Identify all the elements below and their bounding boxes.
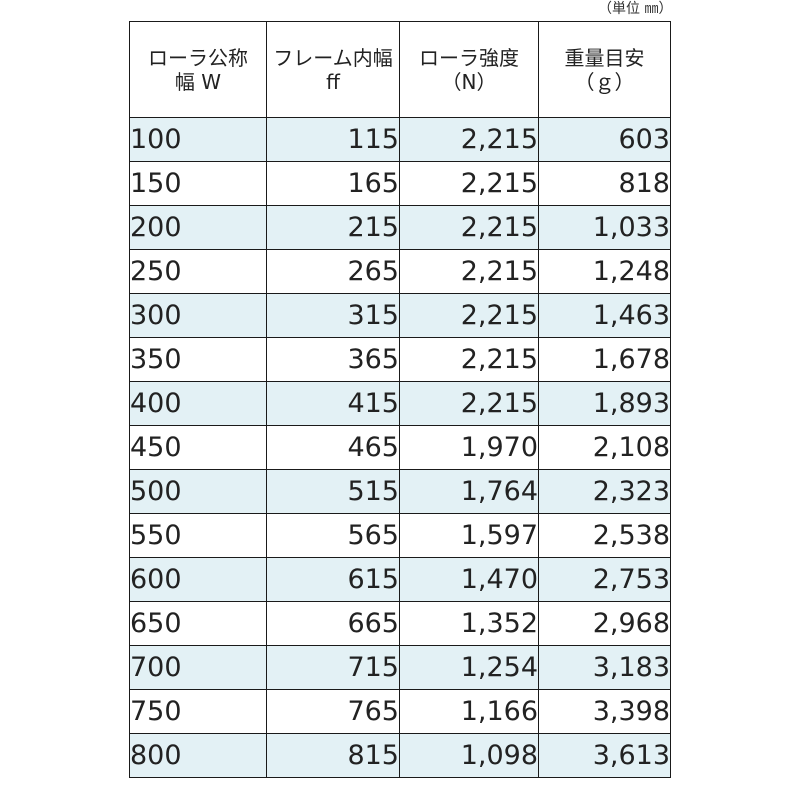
table-row: 100 115 2,215 603 [129, 117, 671, 162]
table-row: 150 165 2,215 818 [129, 161, 671, 206]
cell-frame-inner-width: 765 [266, 689, 400, 734]
cell-frame-inner-width: 715 [266, 645, 400, 690]
cell-weight-estimate: 3,183 [538, 645, 671, 690]
cell-roller-strength: 2,215 [399, 205, 539, 250]
table-row: 600 615 1,470 2,753 [129, 557, 671, 602]
cell-frame-inner-width: 415 [266, 381, 400, 426]
cell-weight-estimate: 1,893 [538, 381, 671, 426]
cell-nominal-width: 150 [129, 161, 267, 206]
header-frame-inner-width: フレーム内幅 ff [266, 21, 400, 118]
cell-nominal-width: 200 [129, 205, 267, 250]
cell-nominal-width: 300 [129, 293, 267, 338]
header-line: （N） [441, 69, 497, 94]
header-line: 幅 W [174, 69, 222, 94]
cell-weight-estimate: 2,968 [538, 601, 671, 646]
unit-note: （単位 ㎜） [598, 1, 673, 17]
cell-weight-estimate: 2,323 [538, 469, 671, 514]
cell-nominal-width: 350 [129, 337, 267, 382]
cell-frame-inner-width: 465 [266, 425, 400, 470]
cell-roller-strength: 1,970 [399, 425, 539, 470]
cell-roller-strength: 1,764 [399, 469, 539, 514]
spec-table: ローラ公称 幅 W フレーム内幅 ff ローラ強度 （N） 重量目安 （ｇ） 1… [129, 21, 671, 778]
header-line: 重量目安 [564, 45, 645, 70]
table-header: ローラ公称 幅 W フレーム内幅 ff ローラ強度 （N） 重量目安 （ｇ） [129, 21, 671, 118]
cell-frame-inner-width: 615 [266, 557, 400, 602]
cell-frame-inner-width: 215 [266, 205, 400, 250]
cell-roller-strength: 2,215 [399, 337, 539, 382]
cell-frame-inner-width: 115 [266, 117, 400, 162]
cell-frame-inner-width: 265 [266, 249, 400, 294]
cell-weight-estimate: 2,538 [538, 513, 671, 558]
header-line: ff [326, 69, 340, 94]
cell-frame-inner-width: 665 [266, 601, 400, 646]
cell-roller-strength: 1,098 [399, 733, 539, 778]
table-row: 750 765 1,166 3,398 [129, 689, 671, 734]
cell-weight-estimate: 1,678 [538, 337, 671, 382]
cell-weight-estimate: 2,108 [538, 425, 671, 470]
cell-roller-strength: 1,597 [399, 513, 539, 558]
header-weight-estimate: 重量目安 （ｇ） [538, 21, 671, 118]
cell-nominal-width: 100 [129, 117, 267, 162]
table-row: 500 515 1,764 2,323 [129, 469, 671, 514]
table-row: 450 465 1,970 2,108 [129, 425, 671, 470]
cell-frame-inner-width: 165 [266, 161, 400, 206]
table-row: 550 565 1,597 2,538 [129, 513, 671, 558]
header-line: ローラ公称 [148, 45, 248, 70]
cell-roller-strength: 2,215 [399, 161, 539, 206]
cell-nominal-width: 700 [129, 645, 267, 690]
header-row: ローラ公称 幅 W フレーム内幅 ff ローラ強度 （N） 重量目安 （ｇ） [129, 21, 671, 118]
table-row: 350 365 2,215 1,678 [129, 337, 671, 382]
cell-nominal-width: 750 [129, 689, 267, 734]
table-row: 700 715 1,254 3,183 [129, 645, 671, 690]
header-roller-strength: ローラ強度 （N） [399, 21, 539, 118]
table-row: 250 265 2,215 1,248 [129, 249, 671, 294]
cell-roller-strength: 2,215 [399, 117, 539, 162]
cell-roller-strength: 2,215 [399, 381, 539, 426]
header-line: （ｇ） [574, 69, 635, 94]
table-row: 650 665 1,352 2,968 [129, 601, 671, 646]
table-row: 300 315 2,215 1,463 [129, 293, 671, 338]
cell-roller-strength: 2,215 [399, 249, 539, 294]
cell-nominal-width: 450 [129, 425, 267, 470]
cell-frame-inner-width: 315 [266, 293, 400, 338]
cell-frame-inner-width: 515 [266, 469, 400, 514]
cell-roller-strength: 2,215 [399, 293, 539, 338]
cell-roller-strength: 1,254 [399, 645, 539, 690]
cell-nominal-width: 400 [129, 381, 267, 426]
cell-weight-estimate: 3,398 [538, 689, 671, 734]
cell-frame-inner-width: 815 [266, 733, 400, 778]
cell-roller-strength: 1,352 [399, 601, 539, 646]
cell-nominal-width: 800 [129, 733, 267, 778]
cell-weight-estimate: 818 [538, 161, 671, 206]
cell-nominal-width: 500 [129, 469, 267, 514]
table-row: 200 215 2,215 1,033 [129, 205, 671, 250]
cell-weight-estimate: 603 [538, 117, 671, 162]
table-row: 400 415 2,215 1,893 [129, 381, 671, 426]
cell-weight-estimate: 1,248 [538, 249, 671, 294]
cell-frame-inner-width: 565 [266, 513, 400, 558]
cell-roller-strength: 1,166 [399, 689, 539, 734]
cell-nominal-width: 550 [129, 513, 267, 558]
header-line: フレーム内幅 [273, 45, 393, 70]
cell-weight-estimate: 1,033 [538, 205, 671, 250]
header-nominal-width: ローラ公称 幅 W [129, 21, 267, 118]
table-body: 100 115 2,215 603 150 165 2,215 818 200 215 2,215 1… [129, 117, 671, 778]
cell-frame-inner-width: 365 [266, 337, 400, 382]
cell-nominal-width: 600 [129, 557, 267, 602]
header-line: ローラ強度 [419, 45, 519, 70]
cell-weight-estimate: 3,613 [538, 733, 671, 778]
cell-nominal-width: 250 [129, 249, 267, 294]
cell-weight-estimate: 1,463 [538, 293, 671, 338]
cell-roller-strength: 1,470 [399, 557, 539, 602]
cell-nominal-width: 650 [129, 601, 267, 646]
table-row: 800 815 1,098 3,613 [129, 733, 671, 778]
cell-weight-estimate: 2,753 [538, 557, 671, 602]
